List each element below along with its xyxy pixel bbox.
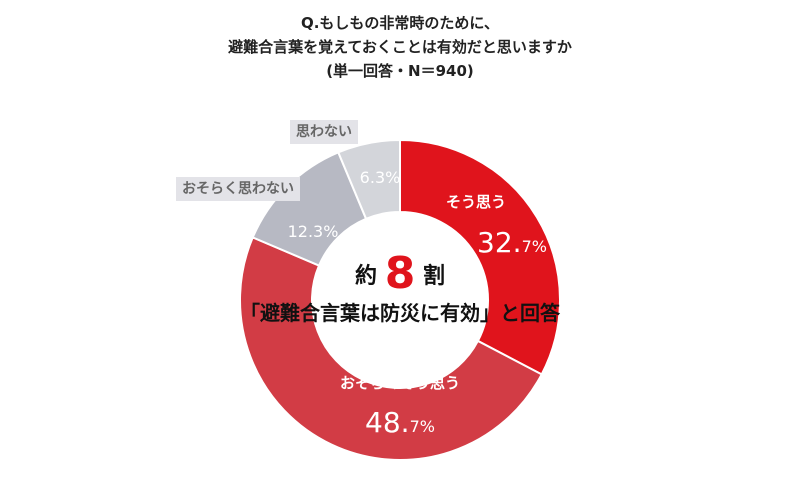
center-prefix: 約 bbox=[355, 264, 378, 289]
chart-subtitle: (単一回答・N＝940) bbox=[326, 62, 474, 80]
value-label-0: 32.7% bbox=[477, 226, 547, 259]
value-label-1: 48.7% bbox=[365, 406, 435, 439]
label-omowanai: 思わない bbox=[290, 120, 358, 144]
label-osoraku-omowanai: おそらく思わない bbox=[176, 177, 300, 201]
center-message: 「避難合言葉は防災に有効」と回答 bbox=[240, 301, 560, 325]
center-headline: 約 8 割 bbox=[0, 252, 800, 297]
value-label-2: 12.3% bbox=[288, 222, 339, 241]
slice-label-0: そう思う bbox=[446, 193, 506, 211]
chart-title-line2: 避難合言葉を覚えておくことは有効だと思いますか bbox=[228, 38, 572, 56]
donut-hole bbox=[312, 212, 488, 388]
value-label-3: 6.3% bbox=[360, 168, 401, 187]
chart-title-line1: Q.もしもの非常時のために、 bbox=[300, 14, 499, 32]
center-number: 8 bbox=[384, 248, 416, 299]
center-suffix: 割 bbox=[422, 264, 445, 289]
